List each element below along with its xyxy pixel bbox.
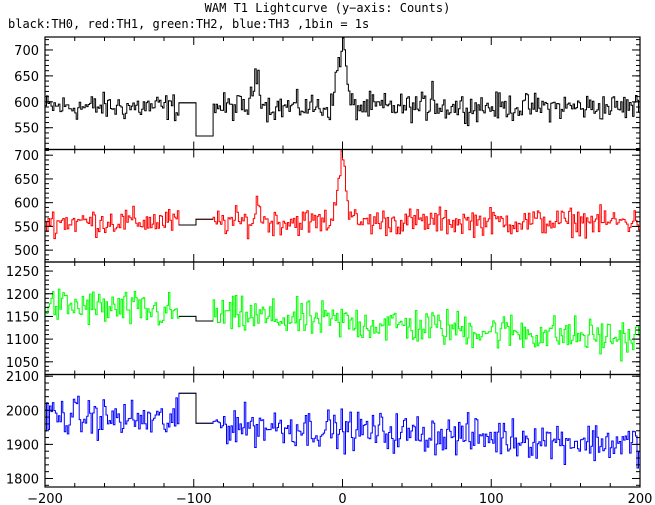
y-tick-label: 700 <box>14 44 39 59</box>
gap-step-th1 <box>178 218 214 226</box>
y-tick-label: 500 <box>14 244 39 259</box>
gap-step-th3 <box>178 392 214 424</box>
y-tick-label: 600 <box>14 197 39 212</box>
y-tick-label: 600 <box>14 96 39 111</box>
y-tick-label: 1200 <box>6 288 39 303</box>
y-tick-label: 1100 <box>6 333 39 348</box>
x-tick-label: 200 <box>628 492 653 505</box>
y-tick-label: 550 <box>14 220 39 235</box>
y-tick-label: 700 <box>14 149 39 164</box>
panel-frame-th0 <box>44 36 641 151</box>
y-tick-label: 650 <box>14 173 39 188</box>
y-tick-label: 1150 <box>6 310 39 325</box>
gap-step-th2 <box>178 315 214 322</box>
x-tick-label: 100 <box>479 492 504 505</box>
series-line-th1 <box>45 150 640 240</box>
gap-step-th0 <box>178 102 214 137</box>
y-tick-label: 2000 <box>6 404 39 419</box>
y-tick-label: 650 <box>14 70 39 85</box>
x-tick-label: −100 <box>176 492 212 505</box>
y-tick-label: 1250 <box>6 265 39 280</box>
x-tick-label: −200 <box>27 492 63 505</box>
chart-title: WAM T1 Lightcurve (y−axis: Counts) <box>204 1 451 15</box>
series-line-th3 <box>45 392 640 469</box>
y-tick-label: 1050 <box>6 356 39 371</box>
series-line-th0 <box>45 37 640 137</box>
panel-frame-th3 <box>44 373 641 488</box>
y-tick-label: 2100 <box>6 370 39 385</box>
y-tick-label: 550 <box>14 122 39 137</box>
y-tick-label: 1900 <box>6 438 39 453</box>
chart-subtitle: black:TH0, red:TH1, green:TH2, blue:TH3 … <box>8 17 370 31</box>
series-line-th2 <box>45 288 640 362</box>
y-tick-label: 1800 <box>6 472 39 487</box>
x-tick-label: 0 <box>338 492 346 505</box>
